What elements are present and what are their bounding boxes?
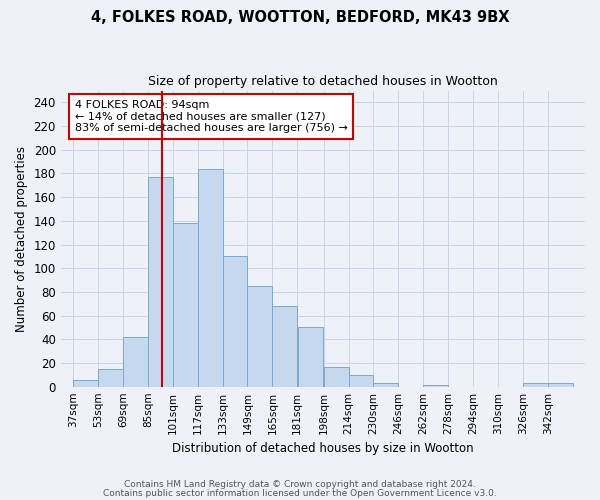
X-axis label: Distribution of detached houses by size in Wootton: Distribution of detached houses by size …	[172, 442, 474, 455]
Text: 4, FOLKES ROAD, WOOTTON, BEDFORD, MK43 9BX: 4, FOLKES ROAD, WOOTTON, BEDFORD, MK43 9…	[91, 10, 509, 25]
Bar	[548, 383, 572, 386]
Y-axis label: Number of detached properties: Number of detached properties	[15, 146, 28, 332]
Bar	[173, 223, 197, 386]
Bar	[272, 306, 297, 386]
Bar	[247, 286, 272, 386]
Bar	[123, 337, 148, 386]
Bar	[223, 256, 247, 386]
Bar	[73, 380, 98, 386]
Title: Size of property relative to detached houses in Wootton: Size of property relative to detached ho…	[148, 75, 498, 88]
Bar	[523, 383, 548, 386]
Bar	[197, 168, 223, 386]
Bar	[148, 177, 173, 386]
Bar	[323, 366, 349, 386]
Text: Contains public sector information licensed under the Open Government Licence v3: Contains public sector information licen…	[103, 490, 497, 498]
Bar	[298, 328, 323, 386]
Bar	[98, 369, 123, 386]
Text: 4 FOLKES ROAD: 94sqm
← 14% of detached houses are smaller (127)
83% of semi-deta: 4 FOLKES ROAD: 94sqm ← 14% of detached h…	[75, 100, 347, 133]
Bar	[373, 383, 398, 386]
Text: Contains HM Land Registry data © Crown copyright and database right 2024.: Contains HM Land Registry data © Crown c…	[124, 480, 476, 489]
Bar	[349, 375, 373, 386]
